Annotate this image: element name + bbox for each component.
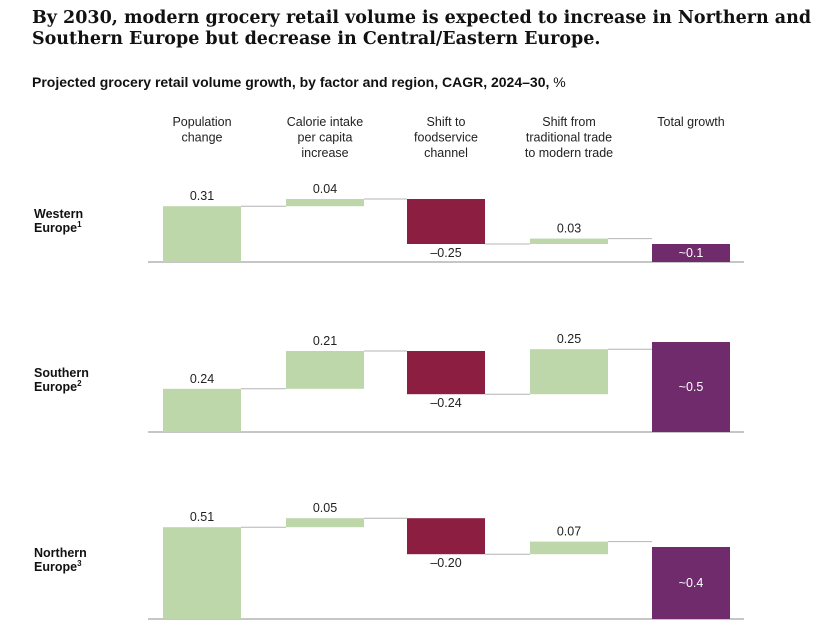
waterfall-bar (407, 199, 485, 244)
value-label: 0.03 (557, 222, 581, 236)
waterfall-bar (652, 547, 730, 619)
category-header: Calorie intake per capita increase (287, 115, 363, 160)
value-label: –0.20 (430, 556, 461, 570)
value-label: ~0.4 (679, 576, 704, 590)
value-label: 0.25 (557, 332, 581, 346)
subtitle-text: Projected grocery retail volume growth, … (32, 74, 550, 90)
waterfall-bar (163, 527, 241, 619)
category-header: Shift to foodservice channel (414, 115, 478, 160)
chart-title: By 2030, modern grocery retail volume is… (32, 8, 812, 49)
region-label: Northern Europe3 (34, 546, 87, 574)
chart-subtitle: Projected grocery retail volume growth, … (32, 74, 566, 90)
waterfall-bar (163, 206, 241, 262)
waterfall-bar (530, 349, 608, 395)
waterfall-bar (530, 238, 608, 244)
category-header: Population change (172, 115, 231, 145)
category-header: Total growth (657, 115, 724, 129)
value-label: 0.24 (190, 372, 214, 386)
value-label: –0.25 (430, 246, 461, 260)
subtitle-unit: % (553, 74, 566, 90)
waterfall-bar (652, 244, 730, 262)
waterfall-bar (286, 518, 364, 528)
value-label: 0.04 (313, 182, 337, 196)
region-label: Western Europe1 (34, 207, 83, 235)
waterfall-bar (163, 388, 241, 432)
value-label: 0.21 (313, 334, 337, 348)
waterfall-bar (286, 351, 364, 389)
waterfall-bar (286, 199, 364, 207)
waterfall-bar (652, 342, 730, 432)
waterfall-bar (407, 351, 485, 395)
value-label: 0.51 (190, 510, 214, 524)
value-label: ~0.5 (679, 380, 704, 394)
waterfall-bar (530, 541, 608, 555)
category-header: Shift from traditional trade to modern tra… (525, 115, 613, 160)
waterfall-bar (407, 518, 485, 555)
value-label: 0.05 (313, 501, 337, 515)
value-label: –0.24 (430, 396, 461, 410)
value-label: 0.31 (190, 189, 214, 203)
value-label: ~0.1 (679, 246, 704, 260)
region-label: Southern Europe2 (34, 366, 89, 394)
value-label: 0.07 (557, 525, 581, 539)
